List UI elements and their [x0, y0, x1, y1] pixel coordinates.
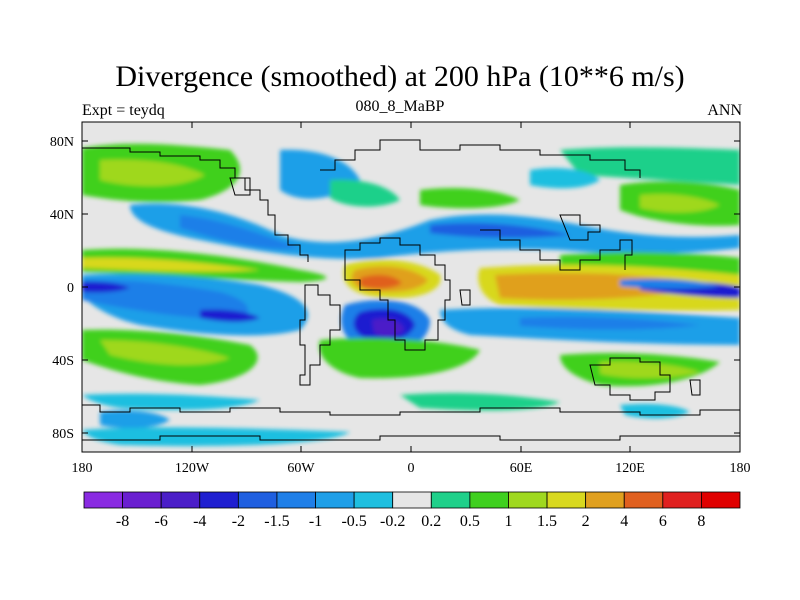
- run-label: 080_8_MaBP: [355, 98, 445, 115]
- colorbar-label: -2: [232, 513, 245, 530]
- lon-label-180w: 180: [72, 461, 93, 476]
- colorbar-swatch: [430, 491, 471, 509]
- colorbar-label: 4: [620, 513, 628, 530]
- colorbar-swatch: [315, 491, 355, 509]
- colorbar-label: 8: [697, 513, 705, 530]
- colorbar-swatch: [662, 491, 702, 509]
- lon-ticks: [81, 122, 741, 452]
- lat-label-0: 0: [67, 281, 74, 296]
- lat-ticks: [82, 140, 740, 434]
- colorbar-swatch: [508, 491, 548, 509]
- colorbar-label: 2: [582, 513, 590, 530]
- colorbar-swatch: [199, 491, 239, 509]
- colorbar-swatch: [160, 491, 201, 509]
- colorbar-label: 1: [504, 513, 512, 530]
- colorbar-swatch: [353, 491, 394, 509]
- lon-labels: 180 120W 60W 0 60E 120E 180: [72, 461, 751, 476]
- experiment-label: Expt = teydq: [82, 102, 165, 119]
- colorbar-label: 0.5: [460, 513, 480, 530]
- colorbar-label: -1.5: [264, 513, 289, 530]
- map-title: Divergence (smoothed) at 200 hPa (10**6 …: [115, 60, 685, 93]
- colorbar-swatch: [546, 491, 587, 509]
- season-label: ANN: [707, 102, 742, 119]
- colorbar-swatch: [392, 491, 432, 509]
- lat-label-40n: 40N: [50, 208, 74, 223]
- colorbar-label: -1: [309, 513, 322, 530]
- lat-labels: 80N 40N 0 40S 80S: [50, 135, 74, 442]
- colorbar-label: -4: [193, 513, 206, 530]
- lon-label-120e: 120E: [615, 461, 645, 476]
- lon-label-0: 0: [408, 461, 415, 476]
- colorbar-swatch: [122, 491, 162, 509]
- lon-label-180e: 180: [730, 461, 751, 476]
- colorbar-swatch: [276, 491, 316, 509]
- colorbar-swatch: [469, 491, 509, 509]
- colorbar-swatch: [623, 491, 664, 509]
- colorbar-swatch: [237, 491, 278, 509]
- lon-label-60w: 60W: [287, 461, 315, 476]
- lon-label-60e: 60E: [510, 461, 533, 476]
- colorbar-swatch: [701, 491, 741, 509]
- lat-label-40s: 40S: [52, 354, 74, 369]
- colorbar-label: 0.2: [421, 513, 441, 530]
- colorbar-swatch: [585, 491, 625, 509]
- colorbar-label: -8: [116, 513, 129, 530]
- divergence-field: [82, 122, 740, 452]
- colorbar-label: -0.5: [341, 513, 366, 530]
- colorbar-label: 1.5: [537, 513, 557, 530]
- lat-label-80s: 80S: [52, 427, 74, 442]
- lon-label-120w: 120W: [175, 461, 210, 476]
- colorbar-label: -6: [155, 513, 168, 530]
- colorbar-label: -0.2: [380, 513, 405, 530]
- colorbar: -8 -6 -4 -2 -1.5 -1 -0.5 -0.2 0.2 0.5 1 1.5 2 4 6 8: [83, 491, 741, 530]
- coastlines: [82, 139, 740, 441]
- colorbar-label: 6: [659, 513, 667, 530]
- lat-label-80n: 80N: [50, 135, 74, 150]
- colorbar-swatch: [83, 491, 123, 509]
